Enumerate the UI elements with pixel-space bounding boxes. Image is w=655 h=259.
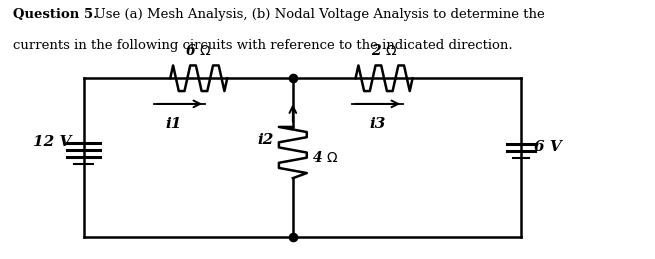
Text: 12 V: 12 V: [33, 135, 71, 149]
Text: i2: i2: [257, 133, 274, 147]
Point: [288, 76, 298, 80]
Text: Question 5.: Question 5.: [13, 8, 98, 21]
Text: 6 V: 6 V: [534, 140, 561, 154]
Text: i1: i1: [165, 117, 181, 131]
Point: [288, 235, 298, 239]
Text: 4 $\Omega$: 4 $\Omega$: [312, 150, 339, 165]
Text: i3: i3: [369, 117, 386, 131]
Text: 6 $\Omega$: 6 $\Omega$: [185, 43, 212, 58]
Text: Use (a) Mesh Analysis, (b) Nodal Voltage Analysis to determine the: Use (a) Mesh Analysis, (b) Nodal Voltage…: [86, 8, 544, 21]
Text: 2 $\Omega$: 2 $\Omega$: [371, 43, 398, 58]
Text: currents in the following circuits with reference to the indicated direction.: currents in the following circuits with …: [13, 39, 512, 52]
